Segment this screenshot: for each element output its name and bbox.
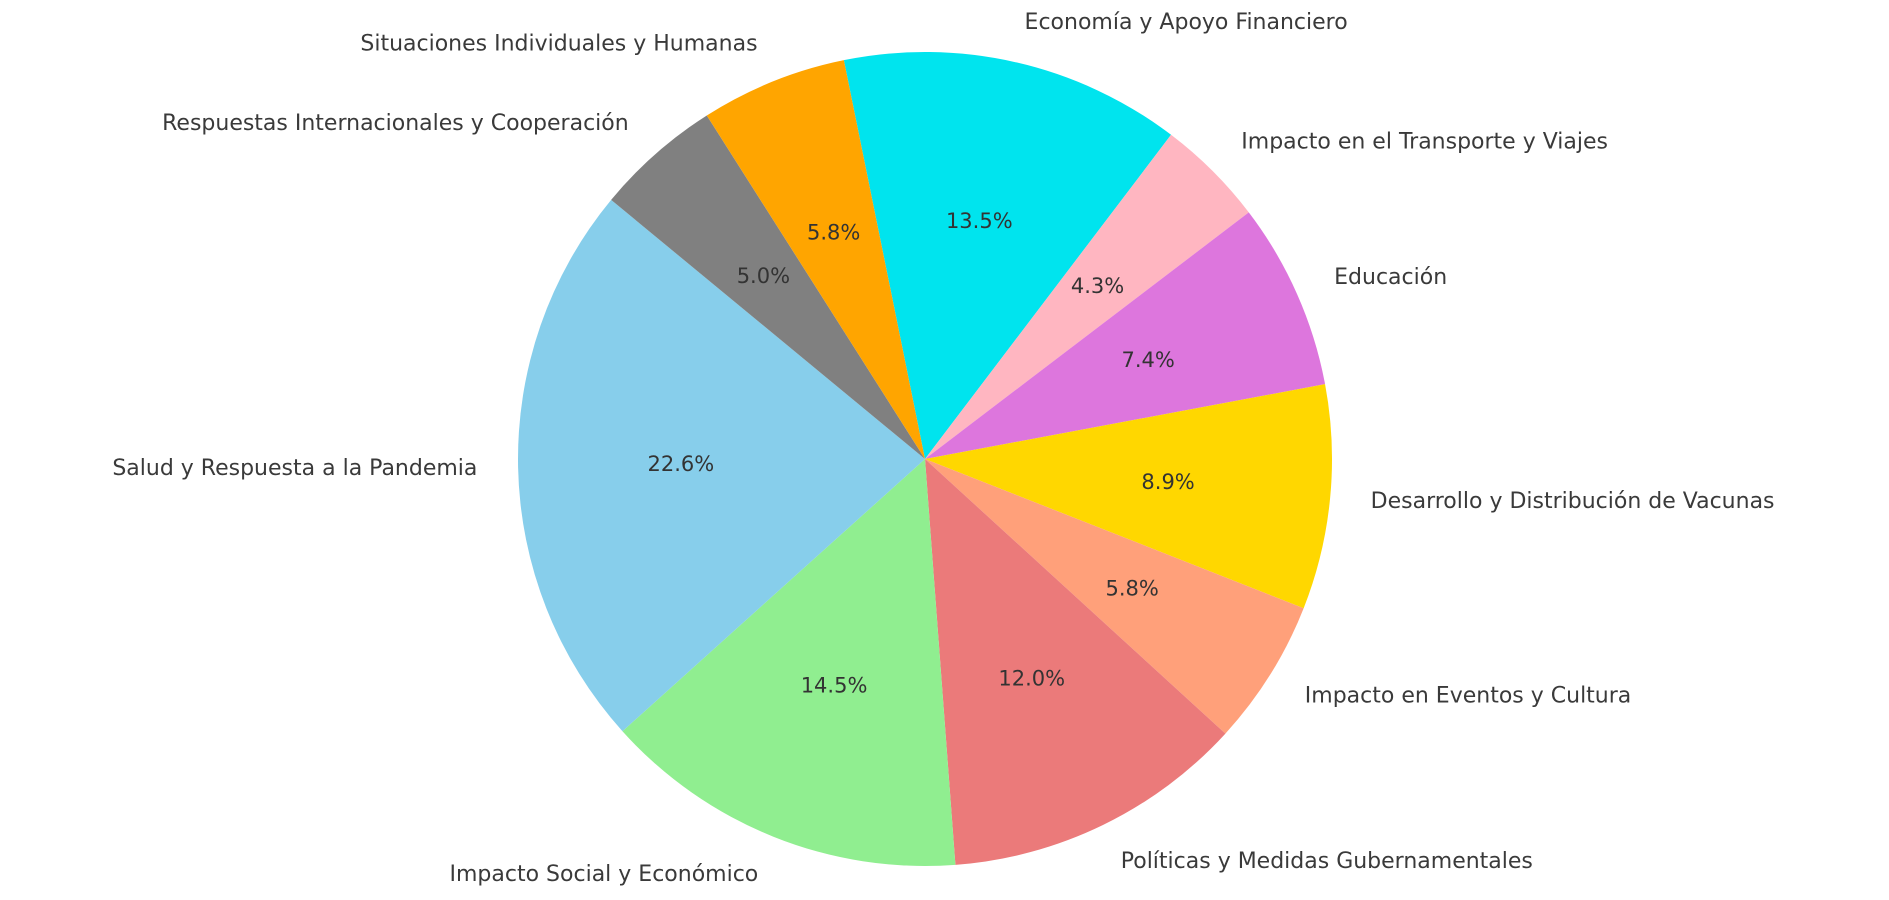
slice-label-1: Impacto en el Transporte y Viajes <box>1241 130 1608 155</box>
slice-label-9: Situaciones Individuales y Humanas <box>360 31 757 56</box>
pie-wedges <box>518 52 1332 866</box>
slice-label-3: Desarrollo y Distribución de Vacunas <box>1371 489 1775 514</box>
pct-label-2: 7.4% <box>1122 348 1175 372</box>
pie-slice-7 <box>518 199 925 732</box>
slice-label-5: Políticas y Medidas Gubernamentales <box>1121 849 1533 874</box>
pct-label-1: 4.3% <box>1071 274 1124 298</box>
pct-label-4: 5.8% <box>1105 576 1158 600</box>
slice-label-4: Impacto en Eventos y Cultura <box>1305 684 1631 709</box>
pct-label-7: 22.6% <box>647 452 714 476</box>
pct-label-6: 14.5% <box>801 674 868 698</box>
slice-label-8: Respuestas Internacionales y Cooperación <box>162 111 629 136</box>
pct-label-3: 8.9% <box>1141 470 1194 494</box>
slice-label-6: Impacto Social y Económico <box>450 862 759 887</box>
slice-label-0: Economía y Apoyo Financiero <box>1025 10 1348 35</box>
pie-slice-6 <box>622 459 956 866</box>
pct-label-0: 13.5% <box>946 209 1013 233</box>
pie-slice-8 <box>611 115 925 459</box>
pct-label-8: 5.0% <box>737 264 790 288</box>
slice-label-7: Salud y Respuesta a la Pandemia <box>112 456 477 481</box>
pie-percent-labels: 13.5% 4.3% 7.4% 8.9% 5.8% 12.0% 14.5% 22.6% 5.0%… <box>647 209 1194 698</box>
pie-slice-3 <box>925 384 1332 609</box>
pie-slice-9 <box>706 60 925 459</box>
pie-slice-1 <box>925 134 1249 459</box>
pie-slice-4 <box>925 459 1304 734</box>
pct-label-5: 12.0% <box>998 667 1065 691</box>
pie-slice-0 <box>843 52 1172 460</box>
pie-slice-labels: Economía y Apoyo Financiero Impacto en el… <box>112 10 1774 887</box>
pie-slice-2 <box>925 212 1326 459</box>
pie-slice-5 <box>925 459 1226 865</box>
slice-label-2: Educación <box>1334 265 1447 290</box>
pct-label-9: 5.8% <box>807 221 860 245</box>
